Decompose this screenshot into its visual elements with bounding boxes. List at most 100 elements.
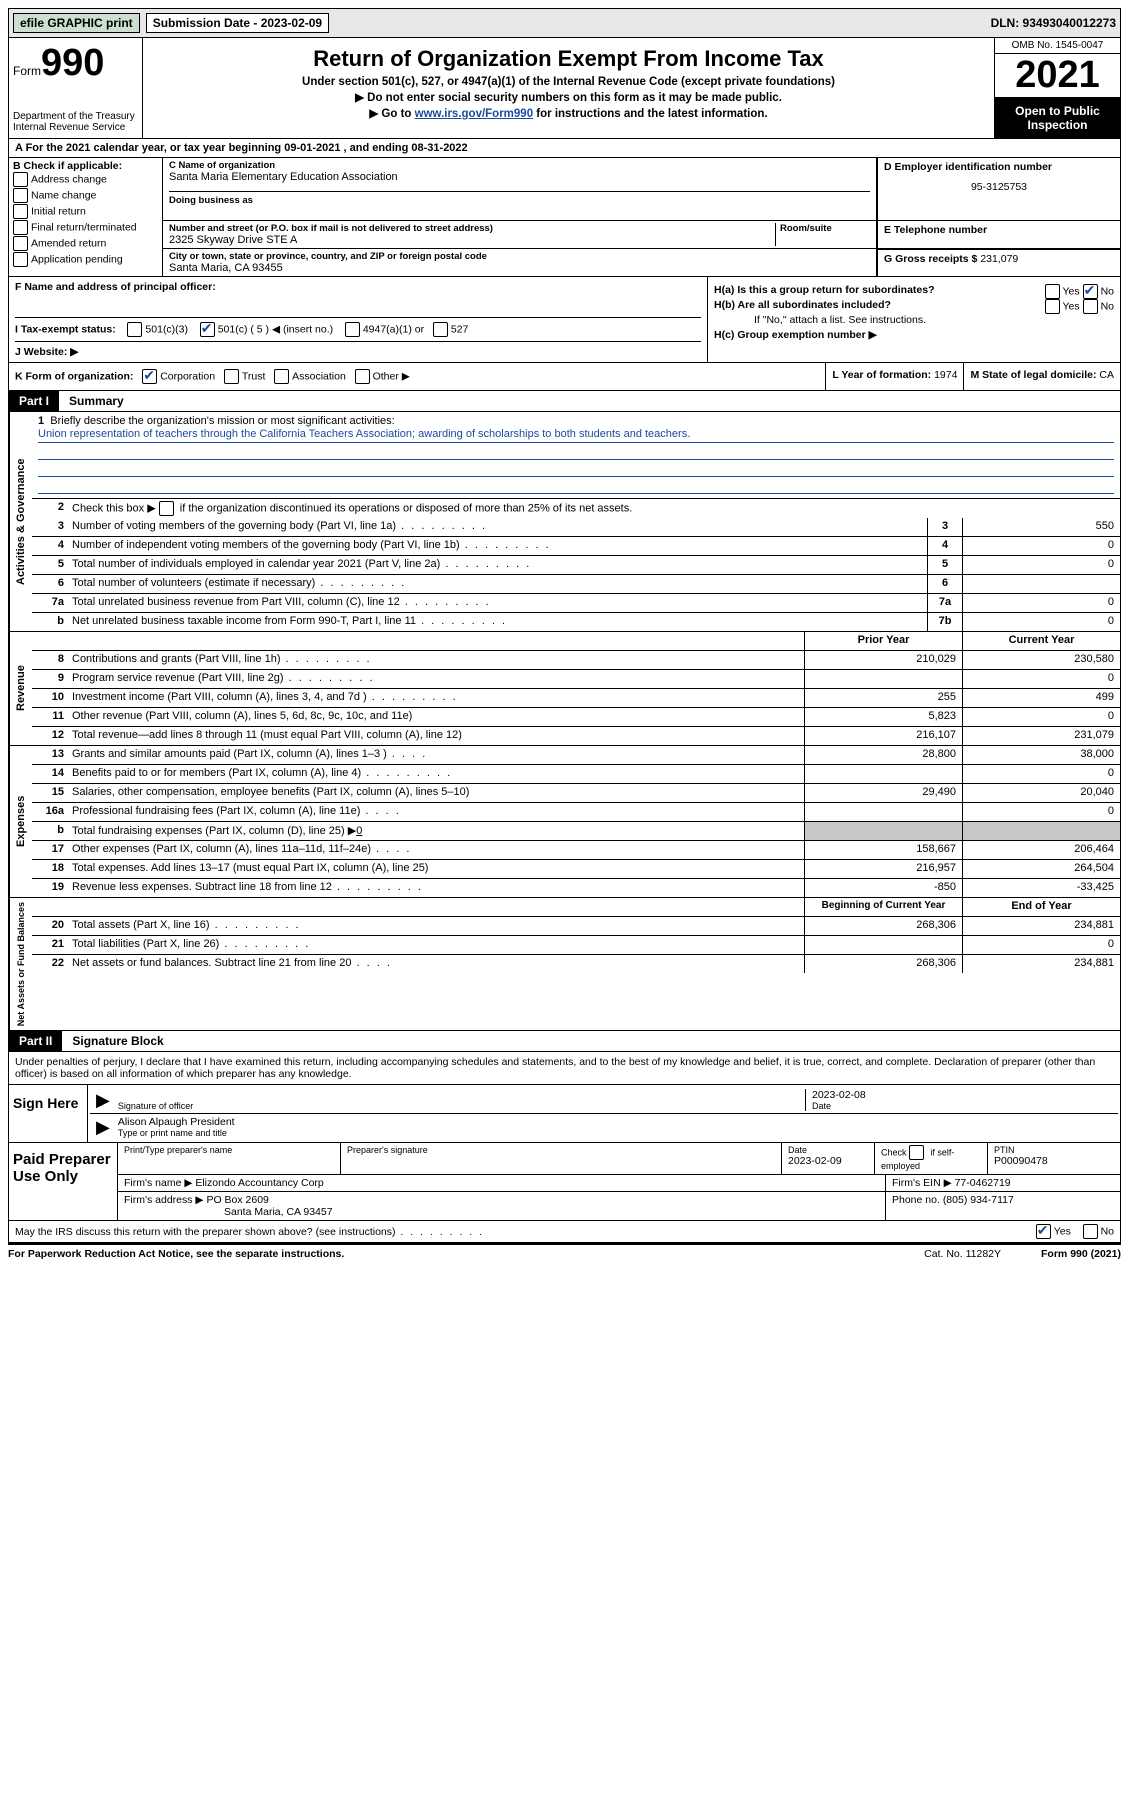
l13: Grants and similar amounts paid (Part IX… (68, 746, 804, 764)
c17: 206,464 (962, 841, 1120, 859)
chk-trust[interactable] (224, 369, 239, 384)
chk-4947[interactable] (345, 322, 360, 337)
l17: Other expenses (Part IX, column (A), lin… (68, 841, 804, 859)
c19: -33,425 (962, 879, 1120, 897)
section-bcdeg: B Check if applicable: Address change Na… (8, 158, 1121, 277)
open-public-badge: Open to Public Inspection (995, 98, 1120, 138)
pra-notice: For Paperwork Reduction Act Notice, see … (8, 1248, 884, 1260)
officer-name: Alison Alpaugh President (118, 1116, 1112, 1128)
p14 (804, 765, 962, 783)
form-title: Return of Organization Exempt From Incom… (147, 46, 990, 72)
chk-self-employed[interactable] (909, 1145, 924, 1160)
chk-501c[interactable] (200, 322, 215, 337)
p9 (804, 670, 962, 688)
prep-h2: Preparer's signature (347, 1145, 775, 1155)
part2-label: Part II (9, 1031, 62, 1051)
ptin: P00090478 (994, 1155, 1114, 1167)
chk-address-change[interactable] (13, 172, 28, 187)
p10: 255 (804, 689, 962, 707)
l5: Total number of individuals employed in … (68, 556, 927, 574)
paid-preparer-block: Paid Preparer Use Only Print/Type prepar… (8, 1143, 1121, 1221)
ein-lbl: Firm's EIN ▶ (892, 1177, 952, 1189)
p19: -850 (804, 879, 962, 897)
form-sub2: ▶ Do not enter social security numbers o… (147, 90, 990, 104)
form990-link[interactable]: www.irs.gov/Form990 (415, 108, 533, 120)
l2a: Check this box ▶ (72, 502, 156, 514)
chk-hb-no[interactable] (1083, 299, 1098, 314)
arrow-icon: ▶ (96, 1090, 110, 1111)
l6: Total number of volunteers (estimate if … (68, 575, 927, 593)
lineA-end: 08-31-2022 (411, 142, 467, 154)
chk-501c3[interactable] (127, 322, 142, 337)
dept-treasury: Department of the Treasury (13, 111, 138, 122)
vlabel-net: Net Assets or Fund Balances (9, 898, 32, 1030)
v7b: 0 (962, 613, 1120, 631)
vlabel-rev: Revenue (9, 632, 32, 745)
cat-no: Cat. No. 11282Y (884, 1248, 1041, 1260)
lbl-assoc: Association (292, 370, 346, 382)
lbl-address-change: Address change (31, 173, 107, 185)
chk-discuss-yes[interactable] (1036, 1224, 1051, 1239)
form-sub1: Under section 501(c), 527, or 4947(a)(1)… (147, 76, 990, 88)
boxJ-lbl: J Website: ▶ (15, 346, 78, 358)
c20: 234,881 (962, 917, 1120, 935)
sig-officer-lbl: Signature of officer (118, 1101, 805, 1111)
dept-irs: Internal Revenue Service (13, 122, 138, 133)
chk-ha-yes[interactable] (1045, 284, 1060, 299)
arrow-icon: ▶ (96, 1117, 110, 1138)
firm-addr2: Santa Maria, CA 93457 (124, 1206, 879, 1218)
boxG-lbl: G Gross receipts $ (884, 253, 977, 265)
c13: 38,000 (962, 746, 1120, 764)
l4: Number of independent voting members of … (68, 537, 927, 555)
lbl-amended-return: Amended return (31, 237, 106, 249)
firm-ein: 77-0462719 (955, 1177, 1011, 1189)
chk-discontinued[interactable] (159, 501, 174, 516)
chk-assoc[interactable] (274, 369, 289, 384)
l18: Total expenses. Add lines 13–17 (must eq… (68, 860, 804, 878)
form-header: Form990 Department of the Treasury Inter… (8, 38, 1121, 139)
lineA-begin: 09-01-2021 (284, 142, 340, 154)
l20: Total assets (Part X, line 16) (68, 917, 804, 935)
l10: Investment income (Part VIII, column (A)… (68, 689, 804, 707)
c21: 0 (962, 936, 1120, 954)
hc-lbl: H(c) Group exemption number ▶ (714, 329, 877, 341)
ha-lbl: H(a) Is this a group return for subordin… (714, 284, 935, 296)
boxC-street-lbl: Number and street (or P.O. box if mail i… (169, 223, 775, 234)
sign-here-label: Sign Here (9, 1085, 88, 1142)
efile-label[interactable]: efile GRAPHIC print (13, 13, 140, 33)
c11: 0 (962, 708, 1120, 726)
chk-name-change[interactable] (13, 188, 28, 203)
vlabel-exp: Expenses (9, 746, 32, 897)
gross-receipts: 231,079 (980, 253, 1018, 265)
prep-h3: Date (788, 1145, 868, 1155)
chk-other[interactable] (355, 369, 370, 384)
chk-discuss-no[interactable] (1083, 1224, 1098, 1239)
chk-527[interactable] (433, 322, 448, 337)
chk-hb-yes[interactable] (1045, 299, 1060, 314)
c14: 0 (962, 765, 1120, 783)
boxB-head: B Check if applicable: (13, 160, 158, 172)
part2-header: Part II Signature Block (8, 1031, 1121, 1052)
chk-amended-return[interactable] (13, 236, 28, 251)
chk-app-pending[interactable] (13, 252, 28, 267)
p17: 158,667 (804, 841, 962, 859)
chk-final-return[interactable] (13, 220, 28, 235)
boxE-lbl: E Telephone number (884, 224, 1114, 236)
org-name: Santa Maria Elementary Education Associa… (169, 171, 870, 183)
section-klm: K Form of organization: Corporation Trus… (8, 363, 1121, 391)
chk-ha-no[interactable] (1083, 284, 1098, 299)
lbl-corp: Corporation (160, 370, 215, 382)
c15: 20,040 (962, 784, 1120, 802)
hdr-end: End of Year (962, 898, 1120, 916)
p8: 210,029 (804, 651, 962, 669)
boxL-lbl: L Year of formation: (832, 369, 934, 381)
boxI-lbl: I Tax-exempt status: (15, 323, 116, 335)
chk-corp[interactable] (142, 369, 157, 384)
lbl-hb-no: No (1101, 300, 1114, 312)
tax-year: 2021 (995, 54, 1120, 98)
part2-title: Signature Block (62, 1031, 173, 1051)
lineA-pre: A For the 2021 calendar year, or tax yea… (15, 142, 284, 154)
chk-initial-return[interactable] (13, 204, 28, 219)
addr-lbl: Firm's address ▶ (124, 1194, 204, 1206)
l21: Total liabilities (Part X, line 26) (68, 936, 804, 954)
